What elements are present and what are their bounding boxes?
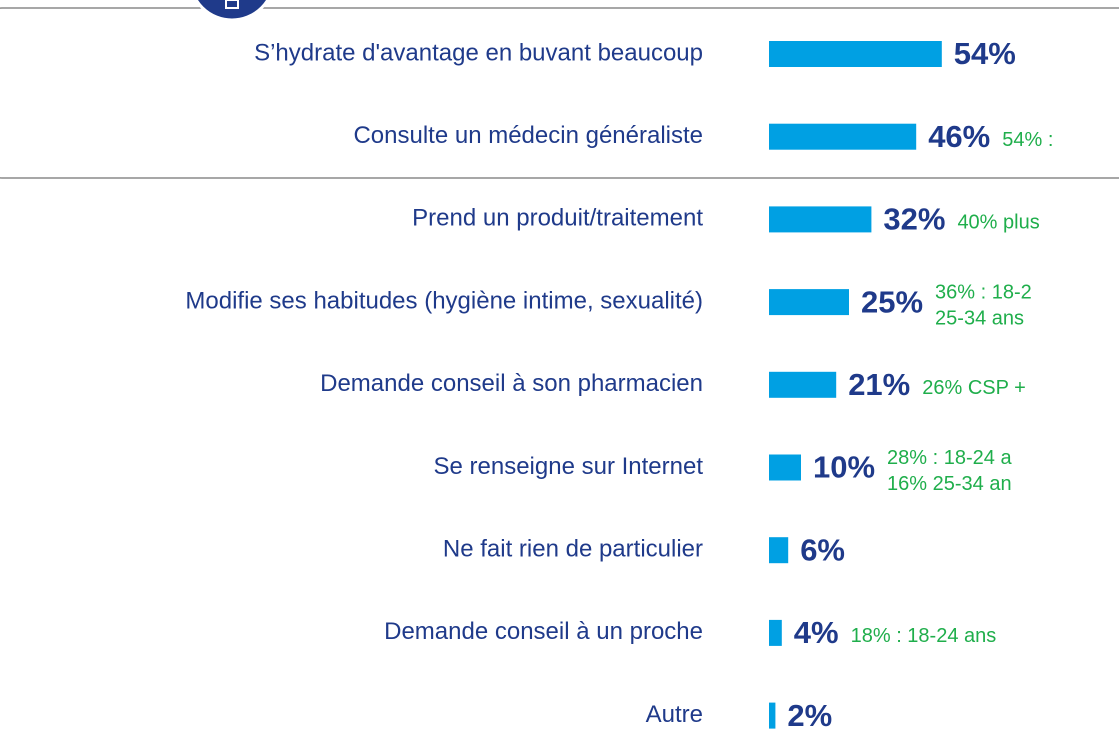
category-label: Consulte un médecin généraliste bbox=[353, 122, 703, 149]
annotation: 18% : 18-24 ans bbox=[851, 625, 997, 647]
value-label: 6% bbox=[800, 532, 845, 567]
bar bbox=[769, 454, 801, 481]
highlight-frame bbox=[0, 7, 1119, 179]
bar bbox=[769, 206, 872, 233]
category-label: Prend un produit/traitement bbox=[412, 205, 703, 232]
icon-badge bbox=[194, 0, 270, 22]
bar bbox=[769, 702, 776, 729]
annotation: 54% : bbox=[1002, 129, 1053, 151]
bar bbox=[769, 289, 849, 316]
value-label: 2% bbox=[787, 698, 832, 733]
bar bbox=[769, 41, 942, 67]
annotation: 40% plus bbox=[957, 212, 1039, 234]
value-label: 10% bbox=[813, 450, 875, 485]
annotation: 25-34 ans bbox=[935, 307, 1024, 329]
bar bbox=[769, 537, 789, 564]
annotation: 16% 25-34 an bbox=[887, 473, 1012, 495]
category-label: Autre bbox=[646, 701, 703, 728]
category-label: Se renseigne sur Internet bbox=[434, 453, 704, 480]
value-label: 21% bbox=[848, 367, 910, 402]
bar bbox=[769, 123, 917, 150]
value-label: 4% bbox=[794, 615, 839, 650]
annotation: 26% CSP + bbox=[922, 377, 1026, 399]
icon-glyph bbox=[225, 0, 239, 9]
bar bbox=[769, 371, 837, 398]
category-label: Modifie ses habitudes (hygiène intime, s… bbox=[185, 287, 703, 314]
annotation: 28% : 18-24 a bbox=[887, 447, 1012, 469]
value-label: 25% bbox=[861, 284, 923, 319]
value-label: 46% bbox=[928, 119, 990, 154]
category-label: Demande conseil à un proche bbox=[384, 618, 703, 645]
bar bbox=[769, 619, 782, 646]
value-label: 32% bbox=[883, 202, 945, 237]
category-label: Demande conseil à son pharmacien bbox=[320, 370, 703, 397]
value-label: 54% bbox=[954, 36, 1016, 71]
category-label: Ne fait rien de particulier bbox=[443, 536, 703, 563]
category-label: S’hydrate d'avantage en buvant beaucoup bbox=[254, 39, 703, 66]
annotation: 36% : 18-2 bbox=[935, 281, 1032, 303]
